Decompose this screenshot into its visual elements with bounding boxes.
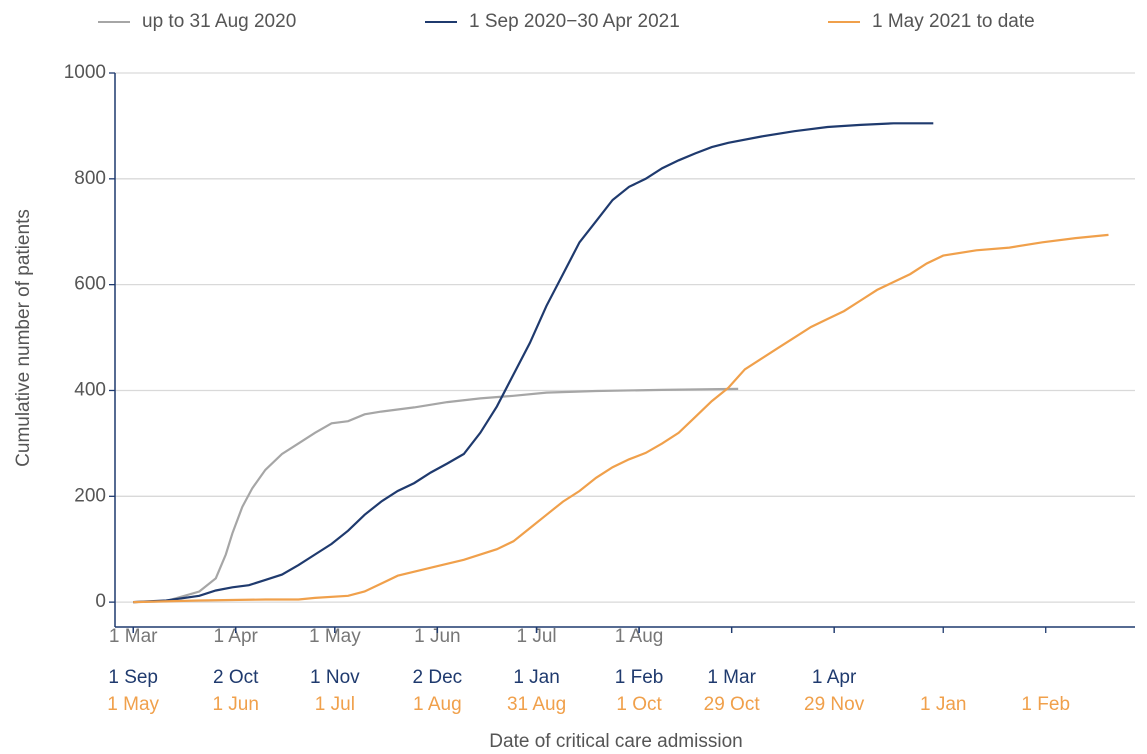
y-tick-label: 600 xyxy=(74,274,106,295)
x-tick-label: 1 May xyxy=(309,626,361,647)
x-tick-label: 1 Feb xyxy=(1021,694,1070,715)
x-tick-label: 1 May xyxy=(107,694,159,715)
x-tick-label: 29 Nov xyxy=(804,694,865,715)
x-tick-label: 1 Jun xyxy=(414,626,460,647)
y-tick-label: 200 xyxy=(74,485,106,506)
x-tick-label: 1 Apr xyxy=(213,626,258,647)
x-tick-label: 1 Apr xyxy=(812,667,857,688)
x-tick-label: 1 Jun xyxy=(212,694,258,715)
y-tick-label: 400 xyxy=(74,379,106,400)
series-line xyxy=(133,387,739,604)
y-tick-label: 0 xyxy=(95,591,106,612)
x-tick-label: 31 Aug xyxy=(507,694,566,715)
y-tick-label: 800 xyxy=(74,168,106,189)
x-tick-label: 1 Jul xyxy=(516,626,556,647)
x-tick-label: 1 Jul xyxy=(315,694,355,715)
series-line xyxy=(133,122,934,604)
x-tick-label: 1 Nov xyxy=(310,667,360,688)
x-tick-label: 29 Oct xyxy=(704,694,761,715)
x-tick-label: 2 Dec xyxy=(413,667,463,688)
x-tick-label: 1 Jan xyxy=(513,667,559,688)
legend-label: 1 Sep 2020−30 Apr 2021 xyxy=(469,11,680,32)
x-tick-label: 1 Mar xyxy=(707,667,756,688)
x-tick-label: 1 Aug xyxy=(413,694,462,715)
x-tick-label: 1 Sep xyxy=(108,667,158,688)
y-axis-title: Cumulative number of patients xyxy=(13,209,34,467)
legend-label: up to 31 Aug 2020 xyxy=(142,11,296,32)
x-tick-label: 1 Oct xyxy=(616,694,662,715)
x-tick-label: 1 Feb xyxy=(615,667,664,688)
x-tick-label: 1 Jan xyxy=(920,694,966,715)
x-tick-label: 1 Aug xyxy=(615,626,664,647)
y-tick-label: 1000 xyxy=(64,62,106,83)
x-tick-label: 1 Mar xyxy=(109,626,158,647)
series-line xyxy=(133,233,1109,604)
x-axis-title: Date of critical care admission xyxy=(489,731,742,752)
legend-label: 1 May 2021 to date xyxy=(872,11,1035,32)
x-tick-label: 2 Oct xyxy=(213,667,259,688)
